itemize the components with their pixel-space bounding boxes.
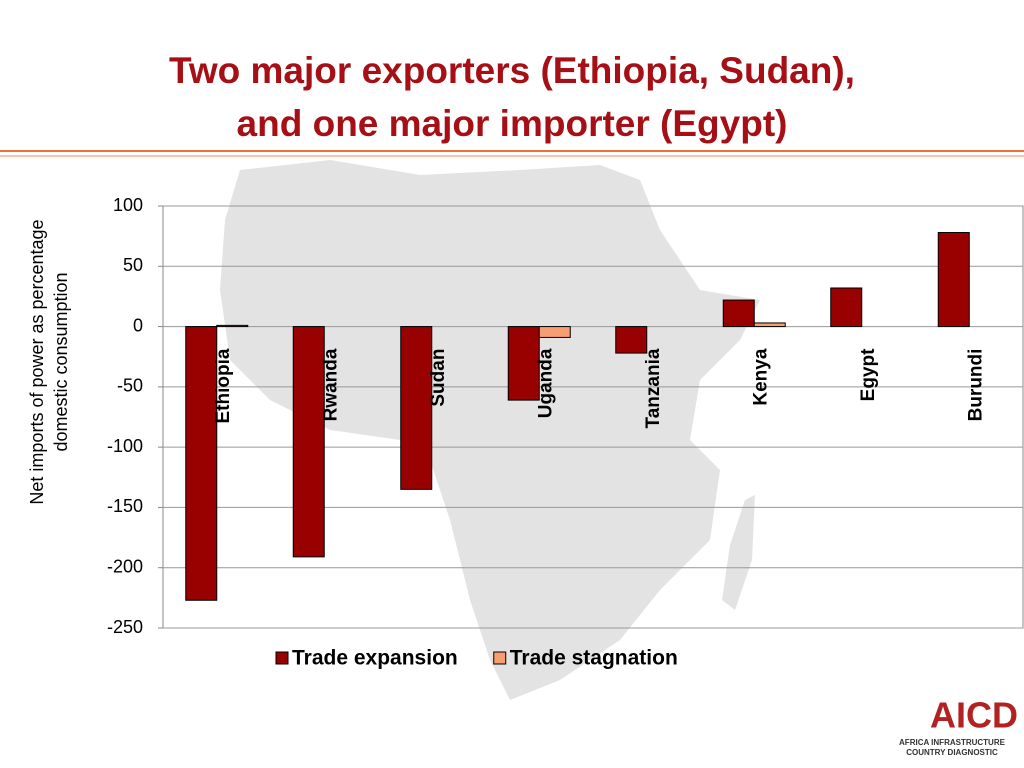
bar (722, 299, 755, 328)
logo-text: COUNTRY DIAGNOSTIC (906, 748, 998, 757)
x-tick-label: Egypt (858, 348, 879, 401)
bar (216, 324, 249, 328)
title-line: Two major exporters (Ethiopia, Sudan), (169, 50, 855, 91)
bar (507, 326, 540, 401)
bar (185, 326, 218, 601)
y-tick-label: 50 (123, 255, 143, 275)
x-tick-label: Burundi (965, 349, 986, 422)
y-axis-label: Net imports of power as percentage domes… (27, 219, 71, 504)
legend-label: Trade expansion (292, 647, 458, 670)
x-tick-label: Tanzania (643, 348, 664, 428)
bar (753, 322, 786, 328)
legend-swatch (493, 651, 507, 665)
legend-swatch (275, 651, 289, 665)
y-tick-label: -100 (107, 436, 143, 456)
title-line: and one major importer (Egypt) (237, 103, 788, 144)
y-tick-label: -50 (117, 376, 143, 396)
x-tick-label: Ethiopia (213, 348, 234, 423)
africa-map (220, 160, 760, 700)
x-tick-label: Kenya (750, 348, 771, 405)
y-axis-label-line: Net imports of power as percentage (27, 219, 47, 504)
x-tick-label: Sudan (428, 349, 449, 407)
y-tick-label: -250 (107, 617, 143, 637)
chart: -250 -200 -150 -100 -50 0 50 100 Ethiopia Rwanda S… (107, 195, 1024, 670)
madagascar (722, 495, 755, 610)
y-axis-label-line: domestic consumption (51, 272, 71, 451)
bar (292, 326, 325, 558)
y-tick-label: 0 (133, 315, 143, 335)
y-tick-label: -200 (107, 556, 143, 576)
logo-name: AICD (930, 695, 1018, 736)
bar (937, 232, 970, 328)
x-tick-label: Uganda (535, 348, 556, 418)
y-tick-label: -150 (107, 496, 143, 516)
logo-text: AFRICA INFRASTRUCTURE (899, 738, 1006, 747)
y-tick-label: 100 (113, 195, 143, 215)
bar (615, 326, 648, 354)
bar (400, 326, 433, 490)
bar (830, 287, 863, 328)
x-tick-label: Rwanda (320, 348, 341, 421)
bar (538, 326, 571, 338)
legend-label: Trade stagnation (510, 647, 678, 670)
